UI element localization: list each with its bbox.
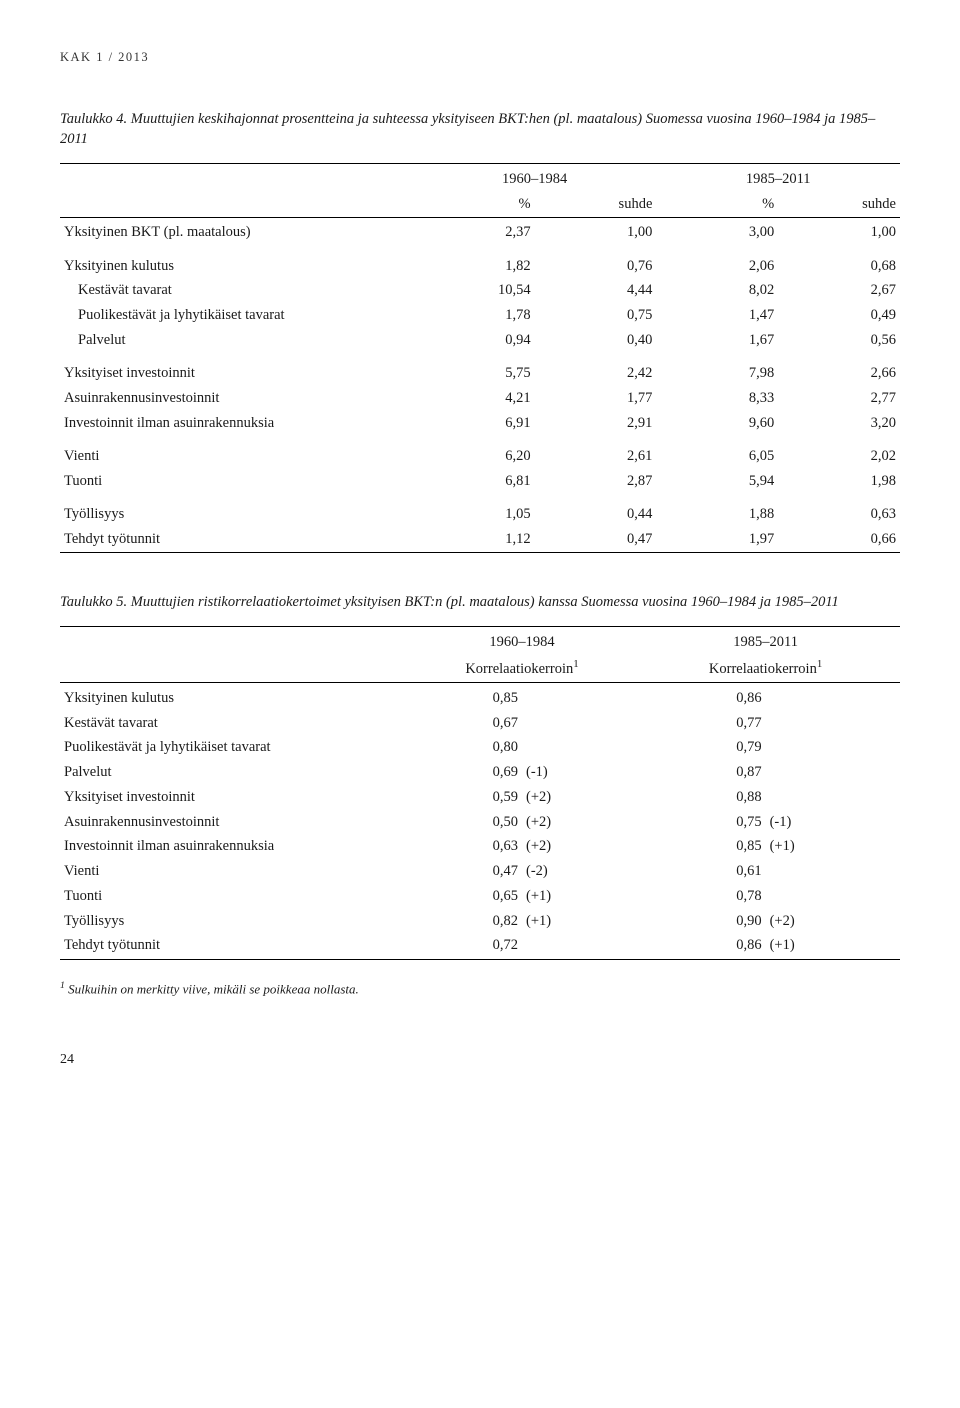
table-row: Puolikestävät ja lyhytikäiset tavarat1,7… (60, 304, 900, 329)
table-row: Tuonti0,65(+1)0,78 (60, 884, 900, 909)
table-row: Tuonti6,812,875,941,98 (60, 469, 900, 494)
table-row: Vienti6,202,616,052,02 (60, 436, 900, 469)
row-label: Työllisyys (60, 494, 413, 527)
row-label: Tehdyt työtunnit (60, 934, 413, 959)
table-row: Yksityinen kulutus1,820,762,060,68 (60, 246, 900, 279)
row-label: Asuinrakennusinvestoinnit (60, 810, 413, 835)
row-label: Tuonti (60, 469, 413, 494)
table-row: Palvelut0,940,401,670,56 (60, 328, 900, 353)
row-label: Palvelut (60, 328, 413, 353)
table-row: Työllisyys1,050,441,880,63 (60, 494, 900, 527)
row-label: Yksityiset investoinnit (60, 353, 413, 386)
table5: 1960–1984 1985–2011 Korrelaatiokerroin1 … (60, 626, 900, 963)
table5-period1: 1960–1984 (413, 630, 631, 655)
row-label: Kestävät tavarat (60, 711, 413, 736)
table4-suhde1: suhde (535, 192, 657, 217)
row-label: Yksityiset investoinnit (60, 785, 413, 810)
table5-caption: Taulukko 5. Muuttujien ristikorrelaatiok… (60, 592, 900, 612)
table-row: Tehdyt työtunnit1,120,471,970,66 (60, 527, 900, 552)
row-label: Investoinnit ilman asuinrakennuksia (60, 411, 413, 436)
table5-kk1: Korrelaatiokerroin1 (413, 655, 631, 683)
table-row: Yksityinen kulutus0,850,86 (60, 686, 900, 711)
table-row: Investoinnit ilman asuinrakennuksia6,912… (60, 411, 900, 436)
table5-footnote: 1 Sulkuihin on merkitty viive, mikäli se… (60, 979, 900, 999)
table5-kk2: Korrelaatiokerroin1 (631, 655, 900, 683)
table4-period1: 1960–1984 (413, 167, 657, 192)
table4-header-periods: 1960–1984 1985–2011 (60, 167, 900, 192)
table-row: Yksityiset investoinnit5,752,427,982,66 (60, 353, 900, 386)
row-label: Työllisyys (60, 909, 413, 934)
row-label: Investoinnit ilman asuinrakennuksia (60, 835, 413, 860)
table5-header-periods: 1960–1984 1985–2011 (60, 630, 900, 655)
row-label: Vienti (60, 436, 413, 469)
table4-suhde2: suhde (778, 192, 900, 217)
row-label: Tuonti (60, 884, 413, 909)
row-label: Yksityinen kulutus (60, 246, 413, 279)
row-label: Tehdyt työtunnit (60, 527, 413, 552)
table-row: Työllisyys0,82(+1)0,90(+2) (60, 909, 900, 934)
table5-period2: 1985–2011 (631, 630, 900, 655)
table-row: Yksityiset investoinnit0,59(+2)0,88 (60, 785, 900, 810)
table-row: Palvelut0,69(-1)0,87 (60, 761, 900, 786)
table4-period2: 1985–2011 (656, 167, 900, 192)
row-label: Vienti (60, 860, 413, 885)
table-row: Asuinrakennusinvestoinnit0,50(+2)0,75(-1… (60, 810, 900, 835)
table-row: Investoinnit ilman asuinrakennuksia0,63(… (60, 835, 900, 860)
row-label: Palvelut (60, 761, 413, 786)
row-label: Puolikestävät ja lyhytikäiset tavarat (60, 304, 413, 329)
row-label: Asuinrakennusinvestoinnit (60, 386, 413, 411)
row-label: Yksityinen BKT (pl. maatalous) (60, 221, 413, 246)
table-row: Kestävät tavarat10,544,448,022,67 (60, 279, 900, 304)
table-row: Vienti0,47(-2)0,61 (60, 860, 900, 885)
table4-pct2: % (656, 192, 778, 217)
table-row: Yksityinen BKT (pl. maatalous)2,371,003,… (60, 221, 900, 246)
running-header: KAK 1 / 2013 (60, 48, 900, 67)
table-row: Tehdyt työtunnit0,720,86(+1) (60, 934, 900, 959)
row-label: Yksityinen kulutus (60, 686, 413, 711)
table4-pct1: % (413, 192, 535, 217)
row-label: Puolikestävät ja lyhytikäiset tavarat (60, 736, 413, 761)
table-row: Puolikestävät ja lyhytikäiset tavarat0,8… (60, 736, 900, 761)
table4: 1960–1984 1985–2011 % suhde % suhde Yksi… (60, 163, 900, 556)
table4-caption: Taulukko 4. Muuttujien keskihajonnat pro… (60, 109, 900, 150)
table-row: Kestävät tavarat0,670,77 (60, 711, 900, 736)
row-label: Kestävät tavarat (60, 279, 413, 304)
table4-header-sub: % suhde % suhde (60, 192, 900, 217)
table5-header-sub: Korrelaatiokerroin1 Korrelaatiokerroin1 (60, 655, 900, 683)
page-number: 24 (60, 1049, 900, 1070)
table-row: Asuinrakennusinvestoinnit4,211,778,332,7… (60, 386, 900, 411)
